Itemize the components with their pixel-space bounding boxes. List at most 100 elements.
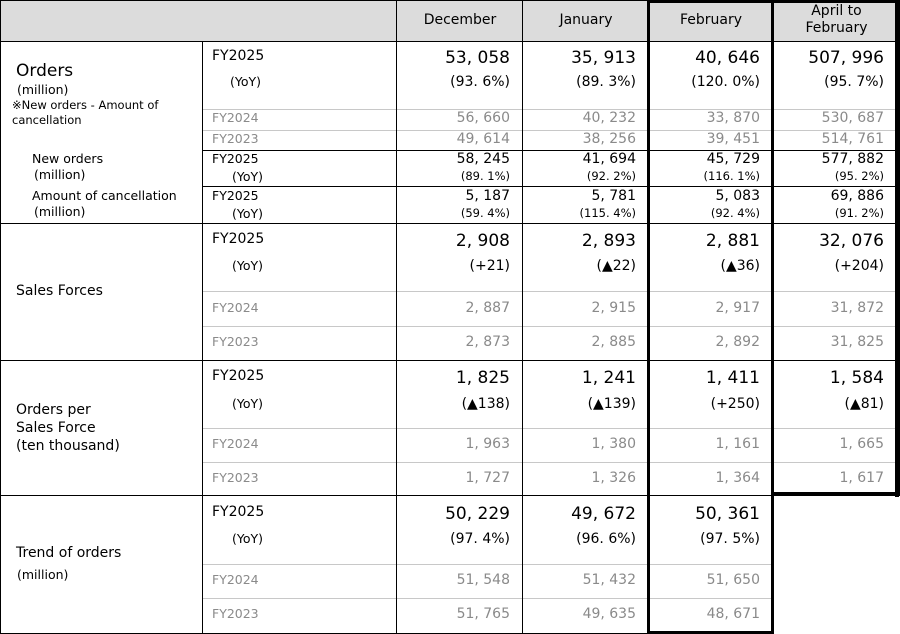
sales_forces-yoy-value: (▲36) bbox=[720, 258, 760, 274]
trend-fy2025-value: 49, 672 bbox=[571, 504, 636, 524]
feb-frame bbox=[647, 631, 774, 634]
orders-yoy-value: (89. 3%) bbox=[576, 74, 636, 90]
feb-frame bbox=[647, 0, 774, 3]
new-orders-title: New orders bbox=[32, 151, 104, 166]
row-rule bbox=[203, 428, 900, 429]
trend-fy2025-label: FY2025 bbox=[212, 504, 265, 520]
v-rule bbox=[396, 0, 397, 634]
col-header-february: February bbox=[679, 12, 743, 28]
new_orders-yoy-label: (YoY) bbox=[232, 169, 264, 184]
orders-yoy-value: (120. 0%) bbox=[691, 74, 760, 90]
sales_forces-fy2023-label: FY2023 bbox=[212, 334, 259, 349]
cancellation-yoy-value: (91. 2%) bbox=[834, 206, 884, 220]
orders_per_force-fy2024-value: 1, 963 bbox=[465, 436, 510, 452]
orders_per_force-fy2025-value: 1, 411 bbox=[705, 368, 760, 388]
trend-fy2025-value: 50, 229 bbox=[445, 504, 510, 524]
trend-fy2024-value: 51, 650 bbox=[706, 572, 760, 588]
trend-fy2023-value: 51, 765 bbox=[456, 606, 510, 622]
orders-per-force-title: Orders per Sales Force (ten thousand) bbox=[16, 402, 120, 454]
row-rule bbox=[203, 291, 900, 292]
h-rule bbox=[0, 0, 900, 1]
sales_forces-yoy-label: (YoY) bbox=[232, 258, 264, 273]
sales_forces-fy2024-label: FY2024 bbox=[212, 300, 259, 315]
trend-yoy-value: (96. 6%) bbox=[576, 531, 636, 547]
cancellation-yoy-value: (115. 4%) bbox=[579, 206, 636, 220]
orders-fy2024-value: 530, 687 bbox=[821, 110, 884, 126]
new_orders-fy2025-value: 41, 694 bbox=[582, 151, 636, 167]
new_orders-yoy-value: (116. 1%) bbox=[703, 169, 760, 183]
sales_forces-fy2023-value: 31, 825 bbox=[830, 334, 884, 350]
sales_forces-fy2023-value: 2, 873 bbox=[465, 334, 510, 350]
col-header-january: January bbox=[559, 12, 613, 28]
sales_forces-yoy-value: (+21) bbox=[469, 258, 510, 274]
trend-fy2023-value: 49, 635 bbox=[582, 606, 636, 622]
sales_forces-yoy-value: (+204) bbox=[834, 258, 884, 274]
sales_forces-fy2023-value: 2, 892 bbox=[715, 334, 760, 350]
cancellation-unit: (million) bbox=[34, 204, 86, 219]
orders_per_force-fy2025-value: 1, 241 bbox=[581, 368, 636, 388]
h-rule bbox=[203, 186, 900, 187]
orders-title: Orders bbox=[16, 61, 74, 81]
trend-fy2024-label: FY2024 bbox=[212, 572, 259, 587]
orders_per_force-yoy-value: (+250) bbox=[710, 396, 760, 412]
new_orders-yoy-value: (95. 2%) bbox=[834, 169, 884, 183]
orders_per_force-fy2025-value: 1, 825 bbox=[455, 368, 510, 388]
new_orders-fy2025-value: 58, 245 bbox=[456, 151, 510, 167]
orders_per_force-yoy-value: (▲81) bbox=[844, 396, 884, 412]
orders-fy2025-value: 35, 913 bbox=[571, 48, 636, 68]
orders-fy2024-label: FY2024 bbox=[212, 110, 259, 125]
orders_per_force-yoy-value: (▲139) bbox=[587, 396, 636, 412]
new-orders-unit: (million) bbox=[34, 167, 86, 182]
orders_per_force-fy2023-value: 1, 727 bbox=[465, 470, 510, 486]
orders-fy2023-value: 514, 761 bbox=[821, 131, 884, 147]
row-rule bbox=[203, 462, 900, 463]
trend-title: Trend of orders bbox=[16, 545, 122, 561]
apr-frame bbox=[771, 492, 899, 496]
orders_per_force-fy2024-value: 1, 665 bbox=[839, 436, 884, 452]
sales_forces-fy2025-value: 32, 076 bbox=[819, 231, 884, 251]
orders_per_force-fy2023-label: FY2023 bbox=[212, 470, 259, 485]
trend-unit: (million) bbox=[17, 567, 69, 582]
v-rule bbox=[202, 41, 203, 634]
orders-fy2025-value: 507, 996 bbox=[808, 48, 884, 68]
new_orders-fy2025-label: FY2025 bbox=[212, 151, 259, 166]
orders-fy2023-value: 49, 614 bbox=[456, 131, 510, 147]
header-row bbox=[0, 0, 900, 41]
cancellation-fy2025-label: FY2025 bbox=[212, 188, 259, 203]
trend-fy2023-label: FY2023 bbox=[212, 606, 259, 621]
orders_per_force-fy2023-value: 1, 617 bbox=[839, 470, 884, 486]
new_orders-yoy-value: (89. 1%) bbox=[460, 169, 510, 183]
orders-fy2024-value: 33, 870 bbox=[706, 110, 760, 126]
orders-note: ※New orders - Amount of cancellation bbox=[12, 98, 159, 127]
sales_forces-fy2025-value: 2, 908 bbox=[455, 231, 510, 251]
trend-yoy-value: (97. 5%) bbox=[700, 531, 760, 547]
orders-fy2024-value: 40, 232 bbox=[582, 110, 636, 126]
orders_per_force-fy2023-value: 1, 326 bbox=[591, 470, 636, 486]
trend-yoy-value: (97. 4%) bbox=[450, 531, 510, 547]
sales_forces-fy2025-value: 2, 893 bbox=[581, 231, 636, 251]
row-rule bbox=[203, 326, 900, 327]
v-rule bbox=[522, 0, 523, 634]
orders-fy2023-value: 39, 451 bbox=[706, 131, 760, 147]
orders-fy2025-value: 40, 646 bbox=[695, 48, 760, 68]
orders-fy2023-label: FY2023 bbox=[212, 131, 259, 146]
cancellation-fy2025-value: 69, 886 bbox=[830, 188, 884, 204]
orders-fy2023-value: 38, 256 bbox=[582, 131, 636, 147]
feb-frame bbox=[647, 0, 650, 634]
sales_forces-fy2024-value: 2, 917 bbox=[715, 300, 760, 316]
trend-fy2025-value: 50, 361 bbox=[695, 504, 760, 524]
sales_forces-fy2024-value: 2, 915 bbox=[591, 300, 636, 316]
cancellation-yoy-value: (59. 4%) bbox=[460, 206, 510, 220]
sales_forces-fy2025-label: FY2025 bbox=[212, 231, 265, 247]
cancellation-title: Amount of cancellation bbox=[32, 188, 177, 203]
cancellation-fy2025-value: 5, 083 bbox=[715, 188, 760, 204]
h-rule bbox=[0, 223, 900, 224]
sales_forces-fy2024-value: 31, 872 bbox=[830, 300, 884, 316]
sales_forces-fy2025-value: 2, 881 bbox=[705, 231, 760, 251]
cancellation-fy2025-value: 5, 781 bbox=[591, 188, 636, 204]
sales_forces-fy2023-value: 2, 885 bbox=[591, 334, 636, 350]
cancellation-fy2025-value: 5, 187 bbox=[465, 188, 510, 204]
new_orders-fy2025-value: 577, 882 bbox=[821, 151, 884, 167]
row-rule bbox=[203, 598, 773, 599]
trend-fy2023-value: 48, 671 bbox=[706, 606, 760, 622]
